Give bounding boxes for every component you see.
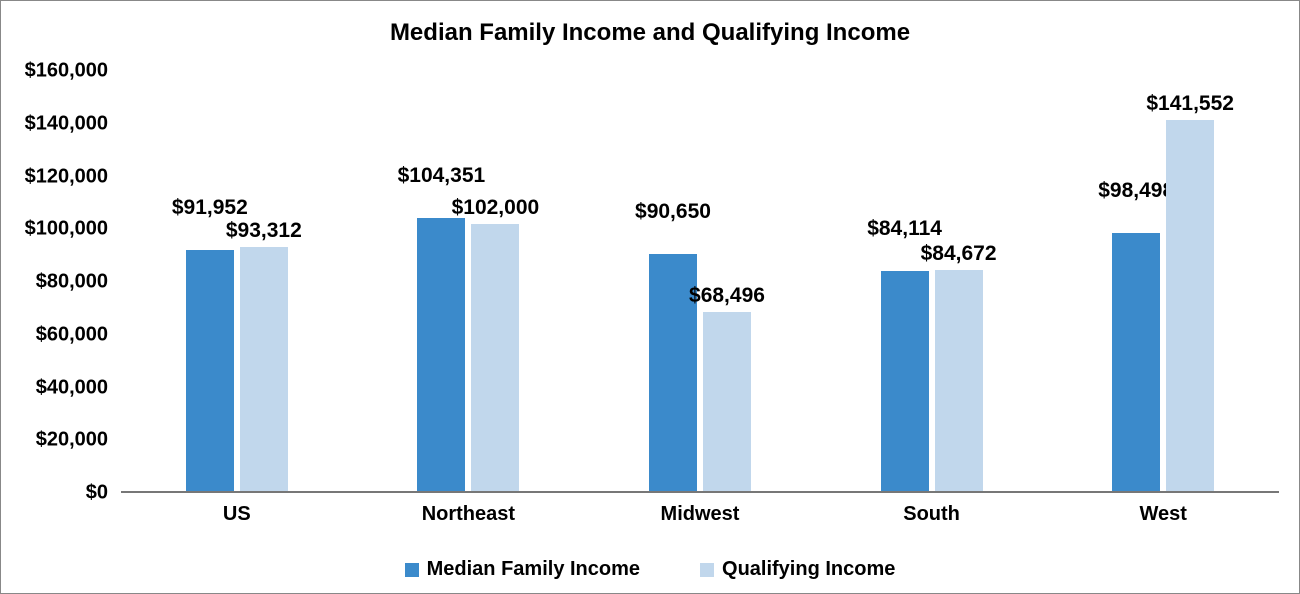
bar-group: $84,114$84,672 xyxy=(816,71,1048,493)
bar: $84,672 xyxy=(935,270,983,493)
y-tick-label: $120,000 xyxy=(25,165,108,188)
legend-label: Qualifying Income xyxy=(722,558,895,581)
axis-baseline xyxy=(121,491,1279,493)
bar: $141,552 xyxy=(1166,120,1214,493)
bar: $93,312 xyxy=(240,247,288,493)
x-axis-labels: USNortheastMidwestSouthWest xyxy=(121,503,1279,533)
legend-swatch xyxy=(405,563,419,577)
y-tick-label: $100,000 xyxy=(25,218,108,241)
bar-group: $91,952$93,312 xyxy=(121,71,353,493)
x-tick-label: West xyxy=(1047,503,1279,533)
data-label: $93,312 xyxy=(226,219,302,243)
bar: $104,351 xyxy=(417,218,465,493)
data-label: $98,498 xyxy=(1098,179,1174,203)
legend-label: Median Family Income xyxy=(427,558,640,581)
data-label: $84,114 xyxy=(867,217,942,241)
data-label: $68,496 xyxy=(689,284,765,308)
x-tick-label: South xyxy=(816,503,1048,533)
y-tick-label: $40,000 xyxy=(36,376,108,399)
chart-title: Median Family Income and Qualifying Inco… xyxy=(1,19,1299,47)
y-tick-label: $80,000 xyxy=(36,271,108,294)
data-label: $102,000 xyxy=(452,196,540,220)
x-tick-label: US xyxy=(121,503,353,533)
y-axis: $0$20,000$40,000$60,000$80,000$100,000$1… xyxy=(1,71,116,493)
y-tick-label: $140,000 xyxy=(25,112,108,135)
data-label: $90,650 xyxy=(635,200,711,224)
data-label: $104,351 xyxy=(398,164,486,188)
bar: $91,952 xyxy=(186,250,234,493)
bars-row: $91,952$93,312$104,351$102,000$90,650$68… xyxy=(121,71,1279,493)
plot-area: $91,952$93,312$104,351$102,000$90,650$68… xyxy=(121,71,1279,493)
x-tick-label: Northeast xyxy=(353,503,585,533)
legend-item: Median Family Income xyxy=(405,558,640,581)
bar-group: $104,351$102,000 xyxy=(353,71,585,493)
bar: $84,114 xyxy=(881,271,929,493)
bar-group: $90,650 $68,496 xyxy=(584,71,816,493)
data-label: $91,952 xyxy=(172,196,248,220)
y-tick-label: $20,000 xyxy=(36,429,108,452)
y-tick-label: $60,000 xyxy=(36,323,108,346)
data-label: $84,672 xyxy=(921,242,997,266)
bar: $102,000 xyxy=(471,224,519,493)
chart-container: Median Family Income and Qualifying Inco… xyxy=(0,0,1300,594)
bar: $68,496 xyxy=(703,312,751,493)
legend-item: Qualifying Income xyxy=(700,558,895,581)
legend-swatch xyxy=(700,563,714,577)
legend: Median Family Income Qualifying Income xyxy=(1,558,1299,581)
y-tick-label: $0 xyxy=(86,482,108,505)
data-label: $141,552 xyxy=(1146,92,1234,116)
y-tick-label: $160,000 xyxy=(25,60,108,83)
bar-group: $98,498$141,552 xyxy=(1047,71,1279,493)
bar: $98,498 xyxy=(1112,233,1160,493)
x-tick-label: Midwest xyxy=(584,503,816,533)
